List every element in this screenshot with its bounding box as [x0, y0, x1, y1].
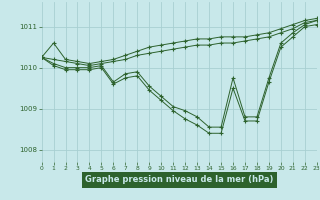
X-axis label: Graphe pression niveau de la mer (hPa): Graphe pression niveau de la mer (hPa): [85, 175, 273, 184]
